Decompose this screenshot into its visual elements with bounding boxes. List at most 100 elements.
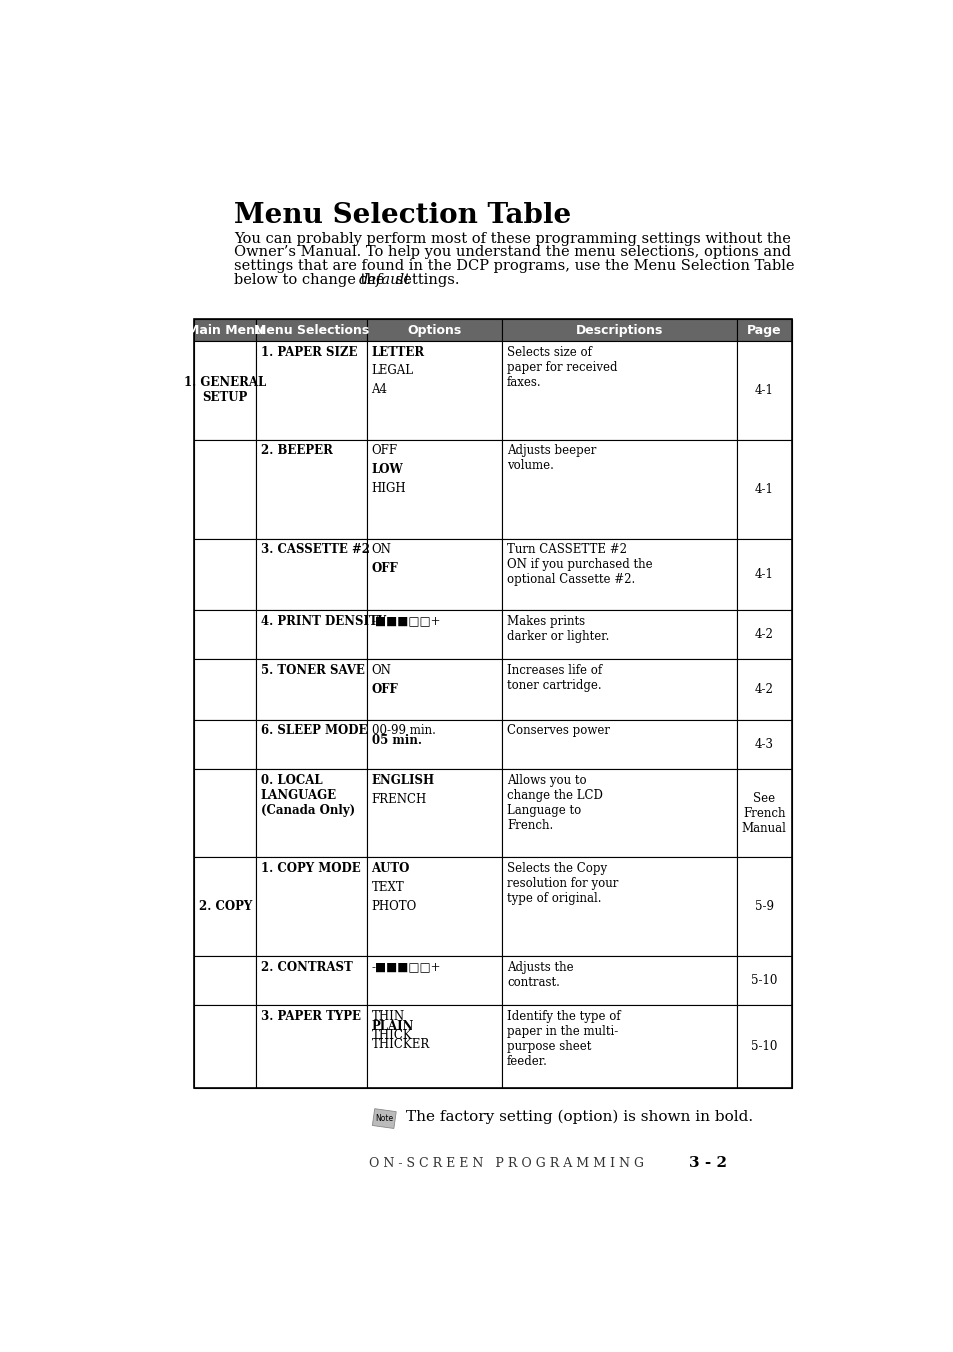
Text: Selects the Copy
resolution for your
type of original.: Selects the Copy resolution for your typ… xyxy=(507,861,618,904)
Text: The factory setting (option) is shown in bold.: The factory setting (option) is shown in… xyxy=(406,1110,752,1125)
Bar xyxy=(367,956,502,1006)
Text: LEGAL: LEGAL xyxy=(371,365,413,377)
Bar xyxy=(255,857,367,956)
Text: PLAIN: PLAIN xyxy=(371,1019,414,1033)
Text: 3. CASSETTE #2: 3. CASSETTE #2 xyxy=(260,544,370,556)
Bar xyxy=(736,857,791,956)
Text: 2. BEEPER: 2. BEEPER xyxy=(260,445,333,457)
Bar xyxy=(502,956,736,1006)
Bar xyxy=(255,610,367,660)
Text: settings.: settings. xyxy=(391,273,459,287)
Text: -■■■□□+: -■■■□□+ xyxy=(371,615,440,627)
Bar xyxy=(194,538,255,610)
Text: Identify the type of
paper in the multi-
purpose sheet
feeder.: Identify the type of paper in the multi-… xyxy=(507,1010,620,1068)
Text: 4-1: 4-1 xyxy=(754,568,773,581)
Text: PHOTO: PHOTO xyxy=(371,899,416,913)
Bar xyxy=(255,319,367,341)
Text: THICK: THICK xyxy=(371,1029,412,1042)
Text: Adjusts beeper
volume.: Adjusts beeper volume. xyxy=(507,445,596,472)
Text: OFF: OFF xyxy=(371,683,398,696)
Text: Increases life of
toner cartridge.: Increases life of toner cartridge. xyxy=(507,664,601,692)
Text: Allows you to
change the LCD
Language to
French.: Allows you to change the LCD Language to… xyxy=(507,773,602,831)
Bar xyxy=(502,660,736,719)
Bar xyxy=(255,769,367,857)
Text: Options: Options xyxy=(407,323,461,337)
Text: 4-2: 4-2 xyxy=(754,683,773,696)
Text: Menu Selection Table: Menu Selection Table xyxy=(233,203,571,230)
Bar xyxy=(372,1109,395,1129)
Bar xyxy=(502,857,736,956)
Text: ON: ON xyxy=(371,544,391,556)
Text: LETTER: LETTER xyxy=(371,346,424,358)
Text: ENGLISH: ENGLISH xyxy=(371,773,435,787)
Bar xyxy=(255,1006,367,1088)
Bar xyxy=(502,341,736,439)
Text: -■■■□□+: -■■■□□+ xyxy=(371,960,440,973)
Bar xyxy=(367,719,502,769)
Bar xyxy=(255,719,367,769)
Text: 3 - 2: 3 - 2 xyxy=(688,1156,726,1171)
Bar xyxy=(194,319,255,341)
Text: 1. COPY MODE: 1. COPY MODE xyxy=(260,861,360,875)
Text: Main Menu: Main Menu xyxy=(187,323,263,337)
Text: 3. PAPER TYPE: 3. PAPER TYPE xyxy=(260,1010,360,1023)
Text: Selects size of
paper for received
faxes.: Selects size of paper for received faxes… xyxy=(507,346,617,388)
Text: 0. LOCAL
LANGUAGE
(Canada Only): 0. LOCAL LANGUAGE (Canada Only) xyxy=(260,773,355,817)
Bar xyxy=(194,319,791,1088)
Bar xyxy=(502,538,736,610)
Text: Owner’s Manual. To help you understand the menu selections, options and: Owner’s Manual. To help you understand t… xyxy=(233,246,790,260)
Text: OFF: OFF xyxy=(371,445,397,457)
Text: Makes prints
darker or lighter.: Makes prints darker or lighter. xyxy=(507,615,609,642)
Bar xyxy=(736,719,791,769)
Text: THIN: THIN xyxy=(371,1010,404,1023)
Bar xyxy=(367,610,502,660)
Bar xyxy=(367,341,502,439)
Bar xyxy=(736,956,791,1006)
Bar xyxy=(736,439,791,538)
Text: Descriptions: Descriptions xyxy=(576,323,662,337)
Text: 2. COPY: 2. COPY xyxy=(198,900,252,913)
Text: THICKER: THICKER xyxy=(371,1038,430,1052)
Bar xyxy=(367,439,502,538)
Bar xyxy=(194,610,255,660)
Text: FRENCH: FRENCH xyxy=(371,792,426,806)
Bar xyxy=(367,538,502,610)
Text: 1. PAPER SIZE: 1. PAPER SIZE xyxy=(260,346,356,358)
Bar xyxy=(736,610,791,660)
Bar xyxy=(502,610,736,660)
Text: default: default xyxy=(358,273,411,287)
Text: Conserves power: Conserves power xyxy=(507,725,609,737)
Bar xyxy=(255,660,367,719)
Bar xyxy=(367,769,502,857)
Bar xyxy=(194,341,255,439)
Bar xyxy=(194,719,255,769)
Bar xyxy=(502,769,736,857)
Bar xyxy=(502,319,736,341)
Bar xyxy=(736,660,791,719)
Text: Menu Selections: Menu Selections xyxy=(253,323,369,337)
Bar xyxy=(367,319,502,341)
Bar xyxy=(736,538,791,610)
Bar xyxy=(367,1006,502,1088)
Bar xyxy=(736,1006,791,1088)
Bar xyxy=(194,1006,255,1088)
Text: 4. PRINT DENSITY: 4. PRINT DENSITY xyxy=(260,615,385,627)
Text: 6. SLEEP MODE: 6. SLEEP MODE xyxy=(260,725,367,737)
Text: settings that are found in the DCP programs, use the Menu Selection Table: settings that are found in the DCP progr… xyxy=(233,260,794,273)
Bar xyxy=(736,769,791,857)
Text: Adjusts the
contrast.: Adjusts the contrast. xyxy=(507,960,573,988)
Text: 5-9: 5-9 xyxy=(754,900,773,913)
Bar xyxy=(502,719,736,769)
Text: 00-99 min.: 00-99 min. xyxy=(371,725,435,737)
Text: Note: Note xyxy=(375,1114,393,1124)
Bar xyxy=(194,857,255,956)
Text: A4: A4 xyxy=(371,384,387,396)
Text: O N - S C R E E N   P R O G R A M M I N G: O N - S C R E E N P R O G R A M M I N G xyxy=(369,1157,643,1169)
Bar xyxy=(255,538,367,610)
Bar xyxy=(194,660,255,719)
Bar xyxy=(502,1006,736,1088)
Text: 4-2: 4-2 xyxy=(754,629,773,641)
Bar xyxy=(194,769,255,857)
Text: LOW: LOW xyxy=(371,464,403,476)
Text: below to change the: below to change the xyxy=(233,273,389,287)
